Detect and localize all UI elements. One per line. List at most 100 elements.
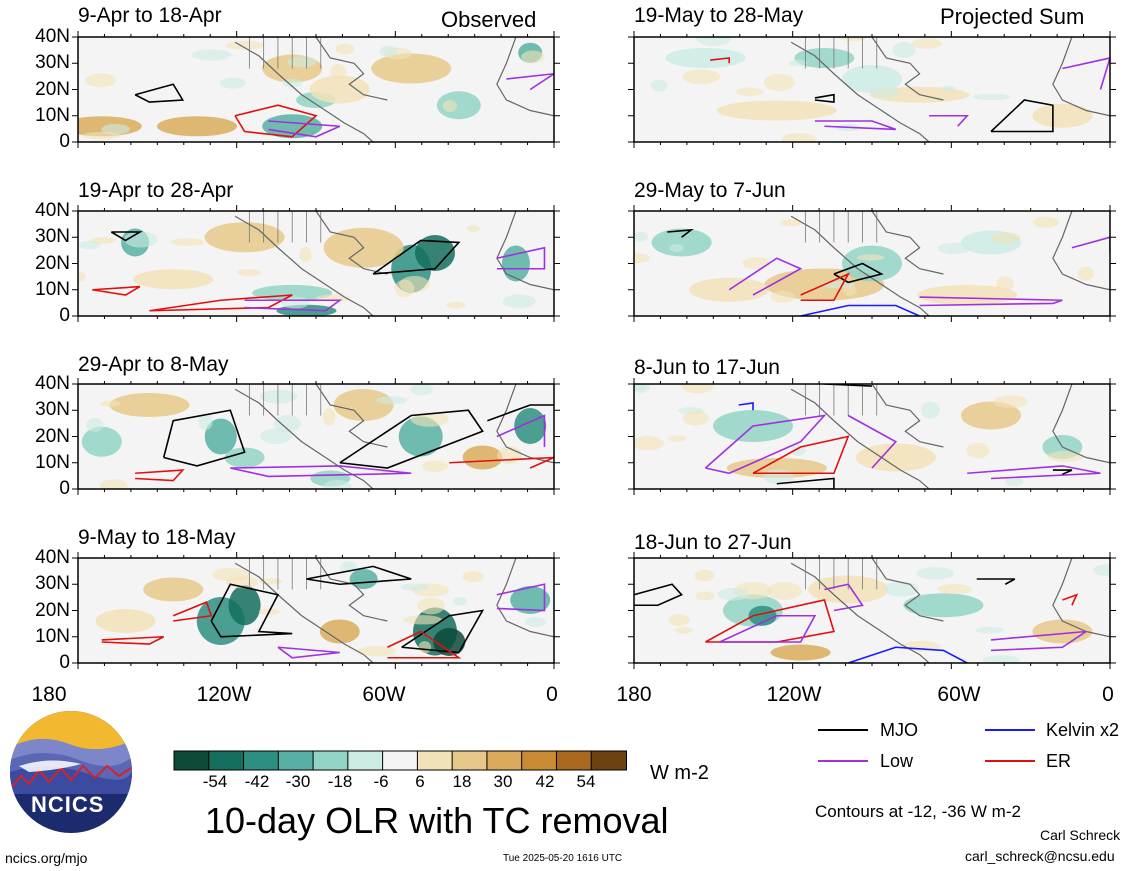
xtick-right-180: 180 (616, 683, 652, 706)
ytick-label: 20N (35, 78, 70, 100)
colorbar-swatch (312, 750, 349, 771)
olr-anomaly-patch (224, 447, 265, 468)
colorbar-tick: -42 (244, 772, 270, 791)
mjo-contour (487, 404, 554, 422)
colorbar-tick: -54 (202, 772, 228, 791)
mjo-contour (110, 231, 143, 242)
er-contour (234, 104, 318, 138)
olr-anomaly-patch (842, 245, 902, 282)
colorbar-swatch (347, 750, 384, 771)
olr-anomaly-patch (521, 50, 545, 64)
coastline (1052, 558, 1110, 638)
olr-anomaly-patch (883, 581, 919, 597)
low-contour (496, 246, 546, 270)
coastline (496, 558, 554, 638)
low-contour (719, 614, 817, 643)
colorbar-tick: -18 (327, 772, 353, 791)
ytick-label: 40N (35, 200, 70, 221)
author-email: carl_schreck@ncsu.edu (965, 848, 1115, 864)
ytick-label: 30N (35, 226, 70, 248)
olr-anomaly-patch (133, 269, 214, 290)
olr-anomaly-patch (1004, 476, 1024, 487)
olr-anomaly-patch (763, 73, 795, 92)
olr-anomaly-patch (991, 232, 1021, 244)
olr-anomaly-patch (937, 242, 971, 255)
olr-anomaly-patch (100, 479, 128, 489)
olr-anomaly-patch (781, 132, 817, 142)
ytick-label: 30N (35, 573, 70, 595)
olr-anomaly-patch (842, 65, 902, 93)
olr-anomaly-patch (717, 587, 750, 601)
timestamp: Tue 2025-05-20 1616 UTC (503, 853, 623, 864)
olr-anomaly-patch (273, 415, 301, 433)
olr-anomaly-patch (510, 586, 551, 614)
low-contour (230, 465, 412, 478)
olr-anomaly-patch (191, 49, 232, 61)
olr-anomaly-patch (982, 655, 1020, 663)
olr-anomaly-patch (682, 69, 721, 85)
olr-anomaly-patch (333, 389, 394, 421)
ncics-logo: NCICS (9, 710, 133, 834)
olr-anomaly-patch (237, 268, 262, 277)
kelvin-contour (738, 401, 754, 411)
olr-anomaly-patch (81, 426, 122, 457)
ytick-label: 20N (35, 599, 70, 621)
author-name: Carl Schreck (1040, 827, 1121, 843)
ytick-label: 10N (35, 625, 70, 647)
olr-anomaly-patch (665, 48, 746, 68)
ncics-logo-graphic (10, 711, 132, 833)
er-contour (752, 435, 850, 475)
low-contour (824, 583, 864, 612)
olr-anomaly-patch (462, 445, 503, 470)
low-contour (814, 120, 897, 131)
panel-content (78, 37, 554, 142)
olr-anomaly-patch (445, 301, 466, 309)
olr-anomaly-patch (204, 418, 237, 455)
olr-anomaly-patch (1032, 103, 1093, 128)
low-contour (847, 414, 898, 469)
colorbar-swatch (173, 750, 210, 771)
coastline (315, 558, 388, 622)
panel-content (78, 558, 554, 663)
olr-anomaly-patch (634, 253, 651, 264)
colorbar-tick: -6 (373, 772, 389, 791)
olr-anomaly-patch (170, 238, 205, 246)
olr-anomaly-patch (399, 276, 430, 293)
olr-anomaly-patch (100, 400, 121, 407)
olr-anomaly-patch (282, 78, 303, 88)
olr-anomaly-patch (735, 87, 764, 97)
colorbar-swatch (208, 750, 245, 771)
main-title: 10-day OLR with TC removal (205, 800, 669, 841)
panel-title-4: 9-May to 18-May (78, 526, 236, 549)
panel-content (634, 558, 1110, 663)
olr-anomaly-patch (892, 42, 916, 58)
low-contour (728, 257, 803, 296)
mjo-contour (210, 583, 293, 638)
olr-anomaly-patch (418, 641, 432, 654)
colorbar-units: W m-2 (650, 762, 709, 784)
olr-anomaly-patch (309, 75, 370, 104)
olr-anomaly-patch (1077, 266, 1094, 281)
colorbar-swatch (521, 750, 558, 771)
olr-anomaly-patch (651, 228, 712, 257)
ytick-label: 20N (35, 425, 70, 447)
olr-anomaly-patch (972, 93, 1011, 100)
olr-anomaly-patch (376, 396, 408, 405)
olr-anomaly-patch (225, 40, 264, 50)
olr-anomaly-patch (262, 114, 323, 139)
olr-anomaly-patch (916, 567, 954, 580)
olr-anomaly-patch (961, 401, 1021, 430)
low-contour (967, 465, 1101, 480)
low-contour (929, 114, 970, 127)
olr-anomaly-patch (497, 446, 522, 464)
olr-anomaly-patch (870, 87, 900, 98)
olr-anomaly-patch (921, 401, 940, 419)
olr-anomaly-patch (903, 593, 984, 618)
coastline (234, 41, 374, 142)
olr-anomaly-patch (157, 116, 237, 137)
source-url: ncics.org/mjo (5, 850, 88, 866)
low-contour (990, 630, 1087, 652)
xtick-right-0: 0 (1102, 683, 1114, 706)
ytick-label: 40N (35, 26, 70, 47)
ytick-label: 20N (35, 252, 70, 274)
